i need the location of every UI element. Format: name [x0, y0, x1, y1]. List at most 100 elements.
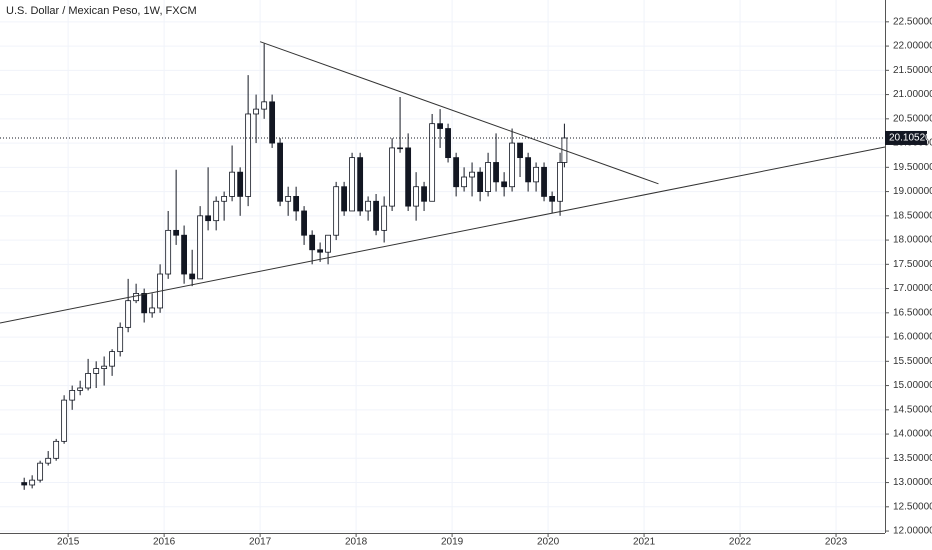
candle-body: [149, 307, 156, 314]
x-tick-label: 2022: [729, 537, 752, 548]
candle-body: [269, 101, 276, 144]
candle-body: [253, 108, 259, 115]
candle-body: [173, 229, 180, 236]
y-tick-label: 21.50000: [893, 65, 932, 76]
candle-body: [317, 249, 324, 253]
x-tick-label: 2020: [537, 537, 560, 548]
candle-body: [229, 171, 235, 197]
candle-body: [101, 365, 108, 369]
chart-title: U.S. Dollar / Mexican Peso, 1W, FXCM: [6, 5, 197, 17]
y-tick-label: 19.00000: [893, 186, 932, 197]
y-tick-label: 22.00000: [893, 41, 932, 52]
y-tick-label: 13.00000: [893, 477, 932, 488]
candle-body: [245, 113, 252, 197]
x-tick-label: 2019: [441, 537, 464, 548]
candle-body: [53, 440, 60, 459]
trend-line: [0, 146, 886, 324]
candle-body: [85, 373, 92, 389]
last-price-label: 20.10520: [889, 133, 931, 144]
x-tick-label: 2017: [249, 537, 272, 548]
candle-body: [445, 128, 451, 159]
x-tick-label: 2016: [153, 537, 176, 548]
candle-body: [37, 462, 44, 481]
candle-body: [45, 457, 52, 464]
candle-body: [309, 234, 316, 251]
candle-body: [213, 200, 220, 222]
y-tick-label: 22.50000: [893, 16, 932, 27]
candle-body: [141, 293, 148, 314]
y-tick-label: 17.50000: [893, 259, 932, 270]
x-tick-label: 2018: [345, 537, 368, 548]
candle-body: [381, 205, 388, 231]
x-tick-label: 2021: [633, 537, 656, 548]
candle-body: [413, 186, 420, 207]
plot-area: [0, 41, 886, 490]
candle-body: [237, 171, 244, 197]
candle-body: [221, 196, 228, 202]
candle-body: [197, 215, 204, 280]
last-price-box: [885, 130, 927, 145]
candle-body: [357, 157, 364, 212]
candle-body: [421, 186, 427, 202]
candle-body: [165, 229, 172, 275]
candle-body: [21, 482, 28, 486]
candle-body: [493, 162, 499, 183]
y-tick-label: 15.00000: [893, 380, 932, 391]
x-tick-label: 2015: [57, 537, 80, 548]
y-tick-label: 14.50000: [893, 404, 932, 415]
y-tick-label: 15.50000: [893, 356, 932, 367]
candle-body: [557, 162, 563, 202]
x-tick-label: 2023: [825, 537, 848, 548]
y-tick-label: 12.50000: [893, 501, 932, 512]
candle-body: [397, 147, 403, 150]
candle-body: [69, 390, 76, 401]
candle-body: [77, 387, 84, 391]
candle-body: [189, 273, 196, 280]
y-tick-label: 18.00000: [893, 235, 932, 246]
candle-body: [29, 479, 36, 486]
candle-body: [429, 123, 436, 202]
candle-body: [517, 142, 523, 159]
candle-body: [333, 186, 340, 236]
y-tick-label: 17.00000: [893, 283, 932, 294]
y-tick-label: 16.50000: [893, 307, 932, 318]
candle-body: [389, 147, 396, 207]
candle-body: [133, 293, 140, 302]
candle-body: [277, 142, 283, 202]
candle-body: [325, 234, 331, 253]
y-tick-label: 12.00000: [893, 526, 932, 537]
candle-body: [125, 300, 132, 328]
candle-body: [525, 157, 532, 183]
y-tick-label: 21.00000: [893, 89, 932, 100]
candle-body: [117, 326, 124, 353]
candle-body: [501, 181, 508, 188]
candle-body: [301, 210, 307, 236]
candle-body: [549, 196, 556, 202]
candle-body: [349, 157, 355, 212]
candle-body: [477, 171, 484, 192]
y-tick-label: 20.50000: [893, 113, 932, 124]
candle-body: [285, 196, 292, 202]
candle-body: [509, 142, 515, 188]
candle-body: [341, 186, 348, 212]
axes: 12.00000 12.50000 13.00000 13.50000 14.00000…: [57, 16, 932, 547]
y-tick-label: 16.00000: [893, 332, 932, 343]
candle-body: [453, 157, 460, 188]
trend-line: [259, 41, 659, 185]
candle-body: [61, 399, 68, 442]
candle-body: [261, 101, 268, 110]
grid: [0, 0, 885, 533]
y-tick-label: 18.50000: [893, 210, 932, 221]
candle-body: [533, 166, 539, 183]
candle-body: [541, 166, 547, 197]
candle-body: [205, 215, 211, 222]
candle-body: [405, 147, 412, 207]
candle-body: [437, 123, 444, 129]
candle-body: [93, 368, 100, 374]
candle-body: [109, 351, 116, 367]
y-tick-label: 14.00000: [893, 429, 932, 440]
candle-body: [181, 234, 188, 275]
candle-body: [365, 200, 372, 212]
